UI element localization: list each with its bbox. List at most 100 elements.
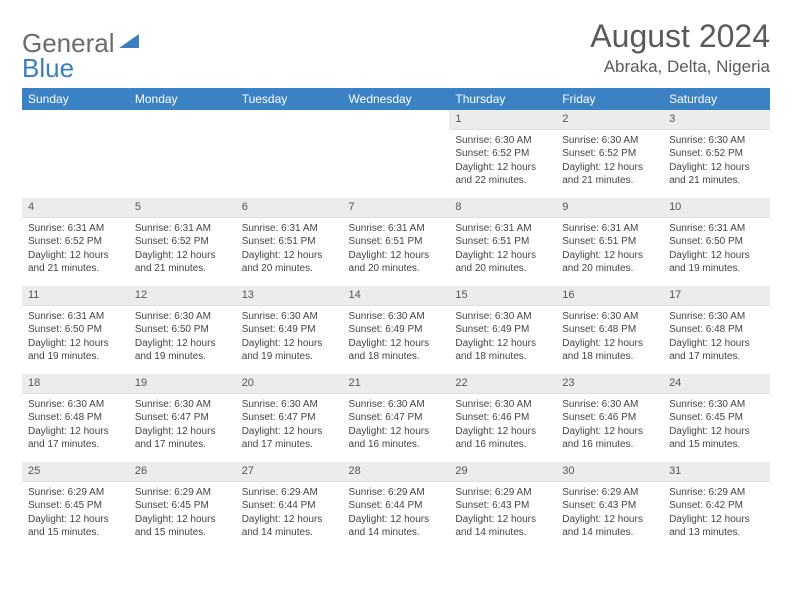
calendar-day-cell: 8Sunrise: 6:31 AMSunset: 6:51 PMDaylight… xyxy=(449,198,556,286)
day-body: Sunrise: 6:31 AMSunset: 6:50 PMDaylight:… xyxy=(663,218,770,278)
day-number: 20 xyxy=(236,374,343,394)
calendar-day-cell: 19Sunrise: 6:30 AMSunset: 6:47 PMDayligh… xyxy=(129,374,236,462)
day-number: 11 xyxy=(22,286,129,306)
calendar-day-cell: 16Sunrise: 6:30 AMSunset: 6:48 PMDayligh… xyxy=(556,286,663,374)
calendar-day-cell: 28Sunrise: 6:29 AMSunset: 6:44 PMDayligh… xyxy=(343,462,450,550)
weekday-header: Thursday xyxy=(449,88,556,110)
day-body: Sunrise: 6:29 AMSunset: 6:42 PMDaylight:… xyxy=(663,482,770,542)
day-number: 25 xyxy=(22,462,129,482)
day-number: 30 xyxy=(556,462,663,482)
calendar-day-cell: 1Sunrise: 6:30 AMSunset: 6:52 PMDaylight… xyxy=(449,110,556,198)
day-body: Sunrise: 6:31 AMSunset: 6:50 PMDaylight:… xyxy=(22,306,129,366)
weekday-header: Monday xyxy=(129,88,236,110)
day-number: 8 xyxy=(449,198,556,218)
calendar-day-cell: 7Sunrise: 6:31 AMSunset: 6:51 PMDaylight… xyxy=(343,198,450,286)
calendar-day-cell xyxy=(129,110,236,198)
day-number: 12 xyxy=(129,286,236,306)
day-number: 10 xyxy=(663,198,770,218)
weekday-header: Friday xyxy=(556,88,663,110)
day-number: 3 xyxy=(663,110,770,130)
calendar-day-cell: 31Sunrise: 6:29 AMSunset: 6:42 PMDayligh… xyxy=(663,462,770,550)
calendar-week-row: 18Sunrise: 6:30 AMSunset: 6:48 PMDayligh… xyxy=(22,374,770,462)
day-number: 31 xyxy=(663,462,770,482)
calendar-table: Sunday Monday Tuesday Wednesday Thursday… xyxy=(22,88,770,550)
day-number: 13 xyxy=(236,286,343,306)
day-number: 24 xyxy=(663,374,770,394)
calendar-day-cell: 30Sunrise: 6:29 AMSunset: 6:43 PMDayligh… xyxy=(556,462,663,550)
weekday-header: Tuesday xyxy=(236,88,343,110)
day-body: Sunrise: 6:30 AMSunset: 6:52 PMDaylight:… xyxy=(556,130,663,190)
day-number: 14 xyxy=(343,286,450,306)
day-body: Sunrise: 6:29 AMSunset: 6:45 PMDaylight:… xyxy=(129,482,236,542)
day-number: 27 xyxy=(236,462,343,482)
day-number: 5 xyxy=(129,198,236,218)
day-body: Sunrise: 6:30 AMSunset: 6:48 PMDaylight:… xyxy=(556,306,663,366)
calendar-day-cell: 5Sunrise: 6:31 AMSunset: 6:52 PMDaylight… xyxy=(129,198,236,286)
day-body: Sunrise: 6:29 AMSunset: 6:45 PMDaylight:… xyxy=(22,482,129,542)
day-number: 2 xyxy=(556,110,663,130)
day-number: 16 xyxy=(556,286,663,306)
weekday-header: Saturday xyxy=(663,88,770,110)
day-number: 6 xyxy=(236,198,343,218)
weekday-header: Sunday xyxy=(22,88,129,110)
day-body: Sunrise: 6:31 AMSunset: 6:51 PMDaylight:… xyxy=(556,218,663,278)
day-number: 29 xyxy=(449,462,556,482)
day-number: 21 xyxy=(343,374,450,394)
weekday-header-row: Sunday Monday Tuesday Wednesday Thursday… xyxy=(22,88,770,110)
month-title: August 2024 xyxy=(590,18,770,55)
day-body: Sunrise: 6:31 AMSunset: 6:51 PMDaylight:… xyxy=(236,218,343,278)
day-body: Sunrise: 6:30 AMSunset: 6:49 PMDaylight:… xyxy=(343,306,450,366)
calendar-week-row: 11Sunrise: 6:31 AMSunset: 6:50 PMDayligh… xyxy=(22,286,770,374)
day-number: 18 xyxy=(22,374,129,394)
day-number: 22 xyxy=(449,374,556,394)
day-body: Sunrise: 6:29 AMSunset: 6:43 PMDaylight:… xyxy=(556,482,663,542)
calendar-day-cell: 20Sunrise: 6:30 AMSunset: 6:47 PMDayligh… xyxy=(236,374,343,462)
calendar-day-cell: 17Sunrise: 6:30 AMSunset: 6:48 PMDayligh… xyxy=(663,286,770,374)
day-body: Sunrise: 6:29 AMSunset: 6:44 PMDaylight:… xyxy=(236,482,343,542)
day-body: Sunrise: 6:30 AMSunset: 6:47 PMDaylight:… xyxy=(129,394,236,454)
calendar-day-cell xyxy=(343,110,450,198)
calendar-day-cell: 29Sunrise: 6:29 AMSunset: 6:43 PMDayligh… xyxy=(449,462,556,550)
day-body: Sunrise: 6:30 AMSunset: 6:48 PMDaylight:… xyxy=(22,394,129,454)
calendar-day-cell: 18Sunrise: 6:30 AMSunset: 6:48 PMDayligh… xyxy=(22,374,129,462)
day-body: Sunrise: 6:30 AMSunset: 6:49 PMDaylight:… xyxy=(236,306,343,366)
calendar-day-cell: 2Sunrise: 6:30 AMSunset: 6:52 PMDaylight… xyxy=(556,110,663,198)
day-number: 4 xyxy=(22,198,129,218)
day-body: Sunrise: 6:31 AMSunset: 6:51 PMDaylight:… xyxy=(343,218,450,278)
day-number: 28 xyxy=(343,462,450,482)
calendar-day-cell: 27Sunrise: 6:29 AMSunset: 6:44 PMDayligh… xyxy=(236,462,343,550)
logo-sail-icon xyxy=(119,32,141,55)
logo-text-2: Blue xyxy=(22,53,74,83)
day-body: Sunrise: 6:30 AMSunset: 6:52 PMDaylight:… xyxy=(449,130,556,190)
day-body: Sunrise: 6:30 AMSunset: 6:50 PMDaylight:… xyxy=(129,306,236,366)
calendar-day-cell xyxy=(236,110,343,198)
day-number: 1 xyxy=(449,110,556,130)
calendar-day-cell: 9Sunrise: 6:31 AMSunset: 6:51 PMDaylight… xyxy=(556,198,663,286)
calendar-day-cell xyxy=(22,110,129,198)
weekday-header: Wednesday xyxy=(343,88,450,110)
calendar-day-cell: 23Sunrise: 6:30 AMSunset: 6:46 PMDayligh… xyxy=(556,374,663,462)
calendar-week-row: 4Sunrise: 6:31 AMSunset: 6:52 PMDaylight… xyxy=(22,198,770,286)
calendar-week-row: 25Sunrise: 6:29 AMSunset: 6:45 PMDayligh… xyxy=(22,462,770,550)
day-body: Sunrise: 6:30 AMSunset: 6:46 PMDaylight:… xyxy=(556,394,663,454)
day-body: Sunrise: 6:31 AMSunset: 6:52 PMDaylight:… xyxy=(22,218,129,278)
location: Abraka, Delta, Nigeria xyxy=(590,57,770,77)
calendar-day-cell: 6Sunrise: 6:31 AMSunset: 6:51 PMDaylight… xyxy=(236,198,343,286)
calendar-day-cell: 4Sunrise: 6:31 AMSunset: 6:52 PMDaylight… xyxy=(22,198,129,286)
day-body: Sunrise: 6:30 AMSunset: 6:52 PMDaylight:… xyxy=(663,130,770,190)
calendar-day-cell: 10Sunrise: 6:31 AMSunset: 6:50 PMDayligh… xyxy=(663,198,770,286)
calendar-day-cell: 11Sunrise: 6:31 AMSunset: 6:50 PMDayligh… xyxy=(22,286,129,374)
day-body: Sunrise: 6:30 AMSunset: 6:46 PMDaylight:… xyxy=(449,394,556,454)
day-body: Sunrise: 6:29 AMSunset: 6:43 PMDaylight:… xyxy=(449,482,556,542)
calendar-day-cell: 26Sunrise: 6:29 AMSunset: 6:45 PMDayligh… xyxy=(129,462,236,550)
day-body: Sunrise: 6:31 AMSunset: 6:51 PMDaylight:… xyxy=(449,218,556,278)
day-body: Sunrise: 6:30 AMSunset: 6:47 PMDaylight:… xyxy=(343,394,450,454)
calendar-day-cell: 13Sunrise: 6:30 AMSunset: 6:49 PMDayligh… xyxy=(236,286,343,374)
calendar-day-cell: 3Sunrise: 6:30 AMSunset: 6:52 PMDaylight… xyxy=(663,110,770,198)
day-body: Sunrise: 6:30 AMSunset: 6:45 PMDaylight:… xyxy=(663,394,770,454)
calendar-day-cell: 25Sunrise: 6:29 AMSunset: 6:45 PMDayligh… xyxy=(22,462,129,550)
day-number: 26 xyxy=(129,462,236,482)
day-number: 15 xyxy=(449,286,556,306)
day-body: Sunrise: 6:30 AMSunset: 6:48 PMDaylight:… xyxy=(663,306,770,366)
calendar-day-cell: 24Sunrise: 6:30 AMSunset: 6:45 PMDayligh… xyxy=(663,374,770,462)
